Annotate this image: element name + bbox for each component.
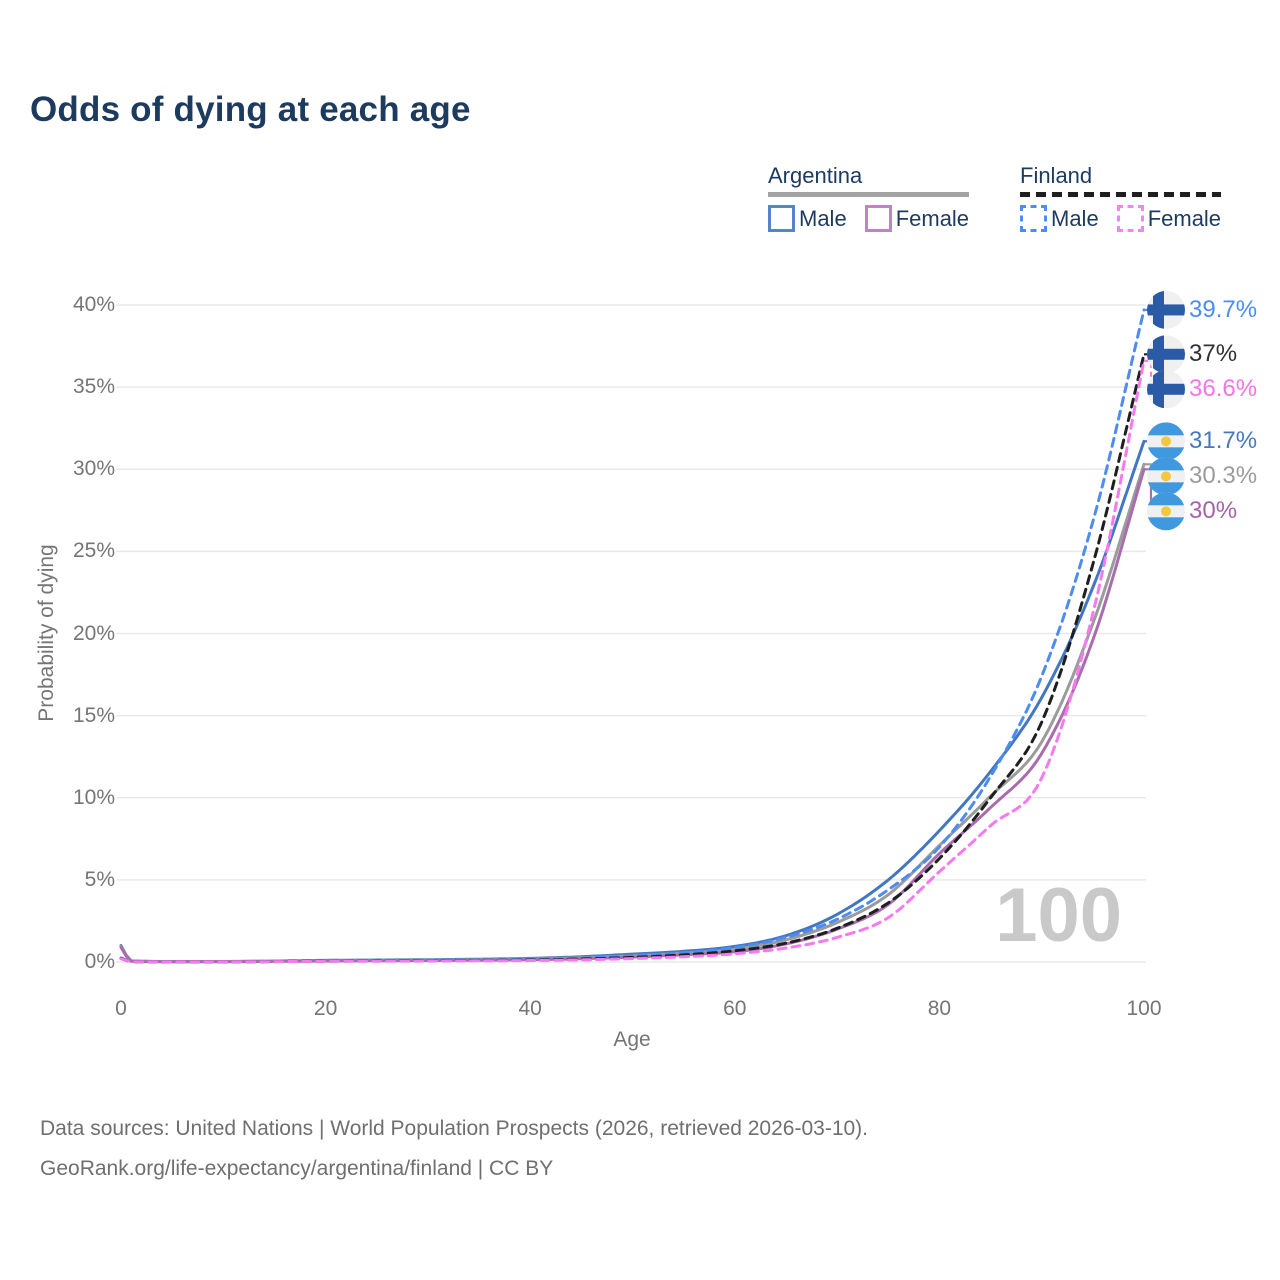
- legend-group-finland: Finland Male Female: [1020, 163, 1222, 232]
- end-label-argentina-female: 30%: [1189, 497, 1238, 525]
- end-label-finland-both: 37%: [1189, 340, 1238, 368]
- end-label-argentina-male: 31.7%: [1189, 427, 1258, 455]
- y-tick-label: 25%: [72, 539, 115, 563]
- curve-finland-female: [119, 359, 1146, 964]
- argentina-female-swatch-icon: [864, 205, 892, 232]
- legend-label: Male: [1051, 205, 1099, 231]
- x-tick-label: 60: [723, 997, 747, 1020]
- y-tick-label: 10%: [72, 785, 115, 809]
- x-tick-label: 20: [313, 997, 338, 1020]
- finland-flag-icon: [1147, 335, 1185, 374]
- y-tick-label: 30%: [72, 457, 115, 481]
- y-tick-label: 40%: [72, 293, 115, 316]
- finland-flag-icon: [1147, 370, 1185, 409]
- source-note: Data sources: United Nations | World Pop…: [40, 1109, 868, 1189]
- mortality-curves: [119, 308, 1146, 964]
- finland-line-style-icon: [1020, 192, 1222, 197]
- finland-female-swatch-icon: [1116, 205, 1144, 232]
- legend-item-argentina-male: Male: [768, 205, 847, 232]
- curve-finland-male: [119, 308, 1146, 964]
- legend-label: Male: [799, 205, 847, 231]
- age-counter-watermark: 100: [995, 873, 1122, 958]
- legend-item-argentina-female: Female: [864, 205, 970, 232]
- legend-country-finland: Finland: [1020, 163, 1093, 188]
- x-tick-label: 40: [518, 997, 542, 1020]
- y-tick-label: 15%: [72, 703, 115, 727]
- finland-male-swatch-icon: [1020, 205, 1047, 232]
- y-tick-label: 0%: [84, 950, 115, 973]
- legend-group-argentina: Argentina Male Female: [768, 163, 970, 232]
- argentina-flag-icon: [1147, 492, 1185, 531]
- source-line-1: Data sources: United Nations | World Pop…: [40, 1117, 869, 1140]
- y-tick-label: 20%: [72, 621, 115, 645]
- curve-argentina-male: [119, 439, 1146, 963]
- finland-flag-icon: [1147, 290, 1185, 329]
- argentina-flag-icon: [1147, 422, 1185, 461]
- y-tick-label: 5%: [84, 867, 115, 891]
- end-label-argentina-both: 30.3%: [1189, 462, 1258, 490]
- curve-argentina-both-sexes: [119, 462, 1146, 964]
- curve-finland-both-sexes: [119, 352, 1146, 964]
- source-line-2: GeoRank.org/life-expectancy/argentina/fi…: [40, 1157, 554, 1180]
- y-tick-label: 35%: [72, 375, 115, 399]
- argentina-male-swatch-icon: [768, 205, 795, 232]
- end-label-finland-female: 36.6%: [1189, 375, 1258, 403]
- x-axis-title: Age: [613, 1028, 651, 1051]
- end-label-finland-male: 39.7%: [1189, 295, 1258, 323]
- country-flags: [1147, 290, 1185, 531]
- legend-label: Female: [895, 205, 970, 231]
- argentina-flag-icon: [1147, 457, 1185, 496]
- x-tick-label: 100: [1126, 997, 1162, 1020]
- x-tick-label: 0: [115, 997, 127, 1020]
- legend-item-finland-male: Male: [1020, 205, 1099, 232]
- gridlines: [116, 304, 1146, 963]
- legend-item-finland-female: Female: [1116, 205, 1222, 232]
- legend-label: Female: [1147, 205, 1222, 231]
- legend-country-argentina: Argentina: [768, 163, 863, 188]
- x-tick-label: 80: [927, 997, 952, 1020]
- chart-title: Odds of dying at each age: [30, 90, 471, 129]
- argentina-line-style-icon: [768, 192, 970, 197]
